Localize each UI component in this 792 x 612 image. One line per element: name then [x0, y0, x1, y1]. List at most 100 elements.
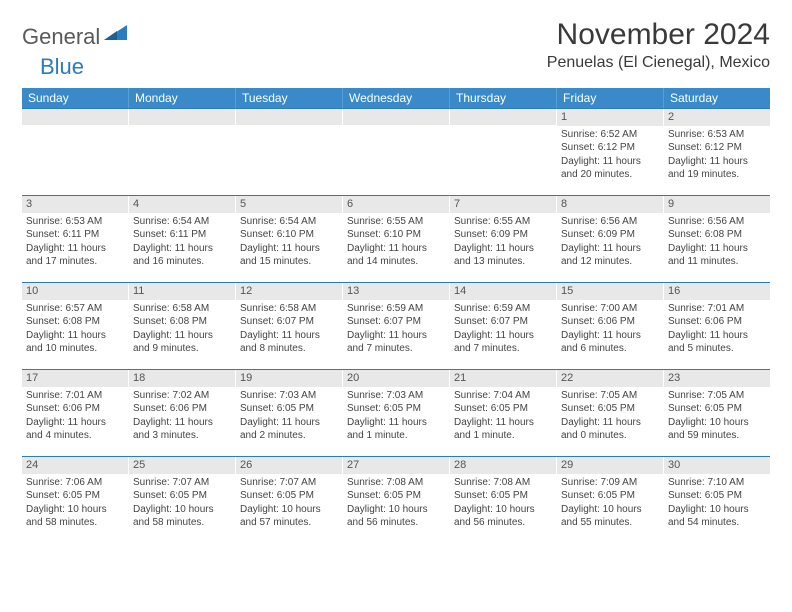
sunset-line: Sunset: 6:05 PM	[454, 489, 552, 503]
calendar-day-cell	[236, 109, 343, 195]
daylight-line: Daylight: 11 hours and 0 minutes.	[561, 416, 659, 443]
calendar-day-cell: 21Sunrise: 7:04 AMSunset: 6:05 PMDayligh…	[450, 370, 557, 456]
calendar-day-cell: 19Sunrise: 7:03 AMSunset: 6:05 PMDayligh…	[236, 370, 343, 456]
daylight-line: Daylight: 11 hours and 7 minutes.	[454, 329, 552, 356]
day-number: 9	[664, 196, 770, 213]
daylight-line: Daylight: 11 hours and 3 minutes.	[133, 416, 231, 443]
calendar-day-cell: 8Sunrise: 6:56 AMSunset: 6:09 PMDaylight…	[557, 196, 664, 282]
sunrise-line: Sunrise: 7:01 AM	[668, 302, 766, 316]
daylight-line: Daylight: 11 hours and 14 minutes.	[347, 242, 445, 269]
day-body: Sunrise: 7:05 AMSunset: 6:05 PMDaylight:…	[664, 387, 770, 447]
day-body: Sunrise: 7:06 AMSunset: 6:05 PMDaylight:…	[22, 474, 128, 534]
daylight-line: Daylight: 11 hours and 1 minute.	[347, 416, 445, 443]
day-body: Sunrise: 7:00 AMSunset: 6:06 PMDaylight:…	[557, 300, 663, 360]
sunset-line: Sunset: 6:09 PM	[561, 228, 659, 242]
day-body: Sunrise: 7:02 AMSunset: 6:06 PMDaylight:…	[129, 387, 235, 447]
day-number: 6	[343, 196, 449, 213]
month-title: November 2024	[547, 18, 770, 52]
day-body: Sunrise: 6:53 AMSunset: 6:11 PMDaylight:…	[22, 213, 128, 273]
day-number: 21	[450, 370, 556, 387]
day-body: Sunrise: 6:52 AMSunset: 6:12 PMDaylight:…	[557, 126, 663, 186]
calendar-week-row: 17Sunrise: 7:01 AMSunset: 6:06 PMDayligh…	[22, 369, 770, 456]
sunrise-line: Sunrise: 6:58 AM	[240, 302, 338, 316]
daylight-line: Daylight: 11 hours and 2 minutes.	[240, 416, 338, 443]
calendar-day-cell: 5Sunrise: 6:54 AMSunset: 6:10 PMDaylight…	[236, 196, 343, 282]
sunrise-line: Sunrise: 6:56 AM	[561, 215, 659, 229]
day-number-bar-empty	[343, 109, 449, 125]
daylight-line: Daylight: 11 hours and 8 minutes.	[240, 329, 338, 356]
daylight-line: Daylight: 11 hours and 15 minutes.	[240, 242, 338, 269]
daylight-line: Daylight: 10 hours and 57 minutes.	[240, 503, 338, 530]
location-label: Penuelas (El Cienegal), Mexico	[547, 54, 770, 72]
sunrise-line: Sunrise: 6:56 AM	[668, 215, 766, 229]
sunset-line: Sunset: 6:08 PM	[133, 315, 231, 329]
day-body: Sunrise: 6:58 AMSunset: 6:08 PMDaylight:…	[129, 300, 235, 360]
sunrise-line: Sunrise: 7:03 AM	[240, 389, 338, 403]
calendar-day-cell	[343, 109, 450, 195]
day-body: Sunrise: 7:01 AMSunset: 6:06 PMDaylight:…	[22, 387, 128, 447]
sunset-line: Sunset: 6:05 PM	[347, 402, 445, 416]
day-number: 14	[450, 283, 556, 300]
logo-triangle-icon	[104, 23, 128, 46]
day-body: Sunrise: 6:57 AMSunset: 6:08 PMDaylight:…	[22, 300, 128, 360]
sunset-line: Sunset: 6:12 PM	[668, 141, 766, 155]
daylight-line: Daylight: 10 hours and 58 minutes.	[133, 503, 231, 530]
daylight-line: Daylight: 10 hours and 55 minutes.	[561, 503, 659, 530]
sunset-line: Sunset: 6:05 PM	[26, 489, 124, 503]
day-number: 2	[664, 109, 770, 126]
sunset-line: Sunset: 6:06 PM	[668, 315, 766, 329]
daylight-line: Daylight: 10 hours and 59 minutes.	[668, 416, 766, 443]
sunset-line: Sunset: 6:05 PM	[240, 489, 338, 503]
sunrise-line: Sunrise: 6:59 AM	[347, 302, 445, 316]
day-body: Sunrise: 6:55 AMSunset: 6:10 PMDaylight:…	[343, 213, 449, 273]
sunrise-line: Sunrise: 6:57 AM	[26, 302, 124, 316]
weekday-header: Monday	[129, 88, 236, 108]
calendar-day-cell: 12Sunrise: 6:58 AMSunset: 6:07 PMDayligh…	[236, 283, 343, 369]
calendar-week-row: 10Sunrise: 6:57 AMSunset: 6:08 PMDayligh…	[22, 282, 770, 369]
day-body: Sunrise: 6:54 AMSunset: 6:10 PMDaylight:…	[236, 213, 342, 273]
calendar-week-row: 3Sunrise: 6:53 AMSunset: 6:11 PMDaylight…	[22, 195, 770, 282]
daylight-line: Daylight: 11 hours and 12 minutes.	[561, 242, 659, 269]
daylight-line: Daylight: 10 hours and 56 minutes.	[454, 503, 552, 530]
sunrise-line: Sunrise: 7:06 AM	[26, 476, 124, 490]
sunset-line: Sunset: 6:05 PM	[240, 402, 338, 416]
sunrise-line: Sunrise: 7:08 AM	[454, 476, 552, 490]
calendar-day-cell	[22, 109, 129, 195]
sunset-line: Sunset: 6:10 PM	[240, 228, 338, 242]
day-number: 17	[22, 370, 128, 387]
sunset-line: Sunset: 6:06 PM	[26, 402, 124, 416]
day-body: Sunrise: 6:55 AMSunset: 6:09 PMDaylight:…	[450, 213, 556, 273]
sunrise-line: Sunrise: 7:05 AM	[668, 389, 766, 403]
calendar-day-cell: 30Sunrise: 7:10 AMSunset: 6:05 PMDayligh…	[664, 457, 770, 543]
calendar-day-cell: 14Sunrise: 6:59 AMSunset: 6:07 PMDayligh…	[450, 283, 557, 369]
calendar-week-row: 24Sunrise: 7:06 AMSunset: 6:05 PMDayligh…	[22, 456, 770, 543]
calendar-day-cell: 16Sunrise: 7:01 AMSunset: 6:06 PMDayligh…	[664, 283, 770, 369]
calendar-day-cell: 11Sunrise: 6:58 AMSunset: 6:08 PMDayligh…	[129, 283, 236, 369]
day-body: Sunrise: 7:08 AMSunset: 6:05 PMDaylight:…	[450, 474, 556, 534]
sunrise-line: Sunrise: 6:58 AM	[133, 302, 231, 316]
day-number: 25	[129, 457, 235, 474]
daylight-line: Daylight: 11 hours and 9 minutes.	[133, 329, 231, 356]
calendar-day-cell: 2Sunrise: 6:53 AMSunset: 6:12 PMDaylight…	[664, 109, 770, 195]
sunrise-line: Sunrise: 6:53 AM	[668, 128, 766, 142]
calendar-day-cell: 29Sunrise: 7:09 AMSunset: 6:05 PMDayligh…	[557, 457, 664, 543]
sunset-line: Sunset: 6:05 PM	[668, 402, 766, 416]
sunrise-line: Sunrise: 6:54 AM	[240, 215, 338, 229]
day-body: Sunrise: 6:56 AMSunset: 6:08 PMDaylight:…	[664, 213, 770, 273]
sunset-line: Sunset: 6:05 PM	[668, 489, 766, 503]
daylight-line: Daylight: 11 hours and 11 minutes.	[668, 242, 766, 269]
weekday-header: Thursday	[450, 88, 557, 108]
sunrise-line: Sunrise: 6:55 AM	[454, 215, 552, 229]
logo: General	[22, 24, 130, 50]
day-number: 4	[129, 196, 235, 213]
day-body: Sunrise: 6:59 AMSunset: 6:07 PMDaylight:…	[450, 300, 556, 360]
day-number: 18	[129, 370, 235, 387]
calendar-day-cell: 9Sunrise: 6:56 AMSunset: 6:08 PMDaylight…	[664, 196, 770, 282]
day-number: 13	[343, 283, 449, 300]
sunset-line: Sunset: 6:05 PM	[133, 489, 231, 503]
day-number: 12	[236, 283, 342, 300]
daylight-line: Daylight: 11 hours and 13 minutes.	[454, 242, 552, 269]
sunset-line: Sunset: 6:05 PM	[561, 489, 659, 503]
calendar-week-row: 1Sunrise: 6:52 AMSunset: 6:12 PMDaylight…	[22, 108, 770, 195]
daylight-line: Daylight: 11 hours and 10 minutes.	[26, 329, 124, 356]
